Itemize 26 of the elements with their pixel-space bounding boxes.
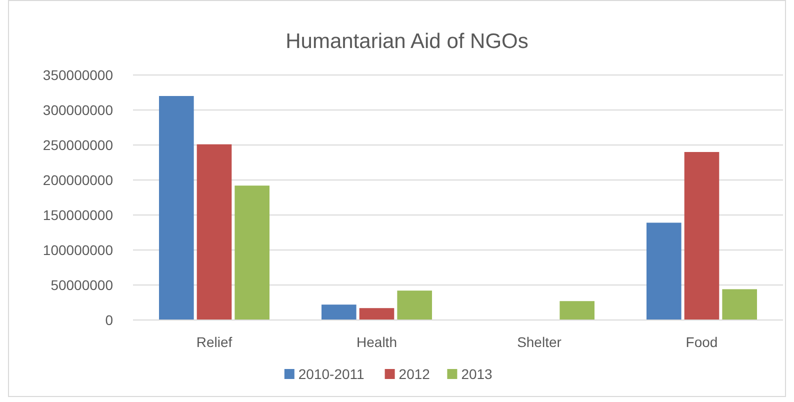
legend-label: 2013 xyxy=(461,366,493,382)
y-tick-label: 250000000 xyxy=(42,136,114,153)
y-tick-label: 200000000 xyxy=(42,172,114,188)
legend-label: 2010-2011 xyxy=(298,366,365,382)
x-tick-label: Shelter xyxy=(517,334,562,350)
y-tick-label: 50000000 xyxy=(50,276,114,293)
bar xyxy=(560,301,594,320)
y-tick-label: 350000000 xyxy=(42,66,114,83)
bar xyxy=(159,96,194,320)
y-tick-label: 100000000 xyxy=(42,242,114,258)
bar xyxy=(359,308,394,320)
bar xyxy=(322,304,356,320)
bar xyxy=(646,222,682,320)
x-tick-label: Relief xyxy=(196,334,232,350)
x-tick-label: Food xyxy=(686,334,718,350)
bar xyxy=(234,186,270,320)
y-tick-label: 0 xyxy=(105,312,114,328)
bar xyxy=(196,144,232,320)
y-tick-label: 150000000 xyxy=(42,206,114,223)
x-tick-label: Health xyxy=(356,334,397,350)
bar xyxy=(722,289,757,320)
y-tick-label: 300000000 xyxy=(42,102,114,118)
chart-title: Humantarian Aid of NGOs xyxy=(286,30,528,53)
bar xyxy=(397,290,432,320)
legend-label: 2012 xyxy=(398,366,430,382)
bar xyxy=(684,152,720,320)
